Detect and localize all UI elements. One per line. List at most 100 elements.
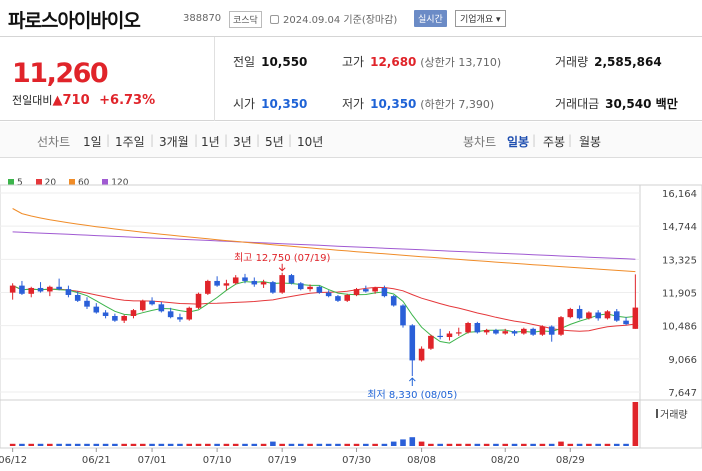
- date-basis: 2024.09.04 기준(장마감): [270, 11, 397, 26]
- candle-body: [130, 310, 137, 316]
- high-price: 고가 12,680 (상한가 13,710): [342, 53, 501, 70]
- candle-body: [586, 312, 592, 319]
- candle-body: [502, 331, 509, 334]
- volume-bar: [390, 441, 397, 446]
- candle-body: [251, 280, 258, 285]
- candle-body: [530, 328, 536, 335]
- candle-body: [223, 283, 230, 286]
- tab-3y[interactable]: 3년: [233, 135, 252, 149]
- volume-bar: [232, 443, 239, 446]
- legend-ma5-label: 5: [17, 178, 23, 188]
- candle-body: [205, 280, 211, 294]
- change-percent: +6.73%: [99, 93, 156, 108]
- legend-swatch: [102, 179, 109, 185]
- volume-bar: [158, 443, 165, 446]
- clock-icon: [270, 15, 279, 24]
- high-label: 고가: [342, 55, 365, 69]
- prev-close: 전일 10,550: [233, 53, 307, 70]
- trade-amount: 거래대금 30,540 백만: [555, 95, 678, 112]
- volume-bar: [409, 437, 416, 446]
- candle-body: [604, 311, 611, 319]
- tab-divider: |: [106, 133, 111, 147]
- candle-body: [446, 333, 453, 338]
- volume-bar: [288, 443, 295, 446]
- volume-bar: [363, 443, 369, 446]
- upper-limit: (상한가 13,710): [420, 56, 502, 69]
- tab-divider: |: [288, 133, 293, 147]
- volume-bar: [242, 443, 248, 446]
- volume-bar: [465, 443, 471, 446]
- tab-1w[interactable]: 1주일: [115, 135, 145, 149]
- candle-body: [613, 311, 620, 321]
- high-value: 12,680: [370, 55, 417, 69]
- volume-bar: [167, 443, 174, 446]
- volume-bar: [511, 443, 518, 446]
- candle-body: [270, 282, 276, 293]
- volume-bar: [400, 439, 406, 446]
- x-tick-label: 06/12: [0, 455, 27, 466]
- volume-bar: [279, 443, 285, 446]
- tab-1d[interactable]: 1일: [83, 135, 102, 149]
- candle-body: [84, 300, 90, 307]
- volume-bar: [613, 443, 620, 446]
- candle-body: [521, 328, 527, 334]
- candle-body: [316, 286, 323, 293]
- change-label: 전일대비: [12, 94, 53, 107]
- tab-1y[interactable]: 1년: [201, 135, 220, 149]
- volume-bar: [149, 443, 155, 446]
- x-tick-label: 06/21: [82, 455, 111, 466]
- volume-bar: [493, 443, 499, 446]
- low-value: 10,350: [370, 97, 417, 111]
- legend-ma5: 5: [8, 178, 23, 188]
- volume-bar: [121, 443, 127, 446]
- volume-bar: [205, 443, 211, 446]
- period-tabs: 선차트 1일 | 1주일 | 3개월 | 1년 | 3년 | 5년 | 10년 …: [0, 122, 702, 158]
- x-tick-label: 07/01: [138, 455, 167, 466]
- volume-bar: [595, 443, 601, 446]
- candle-body: [214, 280, 220, 286]
- ma60-line: [12, 208, 636, 273]
- volume-bar: [93, 443, 100, 446]
- company-info-dropdown[interactable]: 기업개요 ▾: [455, 10, 506, 27]
- change-row: 전일대비▲710 +6.73%: [12, 92, 155, 108]
- x-tick-label: 07/30: [342, 455, 371, 466]
- volume-bar: [483, 443, 490, 446]
- tab-5y[interactable]: 5년: [265, 135, 284, 149]
- volume-bar: [84, 443, 90, 446]
- candle-body: [177, 317, 183, 320]
- ma20-line: [12, 285, 636, 332]
- tab-daily[interactable]: 일봉: [507, 135, 530, 149]
- volume-bar: [558, 441, 564, 446]
- tab-weekly[interactable]: 주봉: [543, 135, 566, 149]
- candle-body: [567, 308, 574, 318]
- volume: 거래량 2,585,864: [555, 53, 662, 70]
- line-chart-label: 선차트: [37, 135, 71, 149]
- stock-name: 파로스아이바이오: [8, 10, 141, 32]
- volume-bar: [251, 443, 258, 446]
- ma-legend: 5 20 60 120: [8, 178, 138, 188]
- tab-monthly[interactable]: 월봉: [579, 135, 602, 149]
- volume-marker: [656, 409, 658, 418]
- volume-bar: [130, 443, 137, 446]
- candle-body: [344, 294, 351, 301]
- tab-10y[interactable]: 10년: [297, 135, 324, 149]
- candle-body: [390, 296, 397, 306]
- legend-swatch: [8, 179, 14, 185]
- candle-body: [121, 315, 127, 321]
- candle-body: [409, 325, 416, 361]
- candle-body: [372, 287, 378, 292]
- volume-bar: [270, 441, 276, 446]
- high-annotation: 최고 12,750 (07/19): [234, 252, 330, 264]
- candle-body: [186, 307, 193, 320]
- legend-ma60-label: 60: [77, 178, 90, 188]
- candle-body: [595, 312, 601, 319]
- legend-ma20: 20: [35, 178, 56, 188]
- candle-body: [325, 292, 332, 297]
- tab-3m[interactable]: 3개월: [159, 135, 189, 149]
- candle-body: [428, 335, 434, 349]
- candle-body: [418, 348, 425, 361]
- y-tick-label: 9,066: [668, 355, 697, 366]
- realtime-button[interactable]: 실시간: [414, 10, 447, 27]
- candle-body: [37, 287, 44, 292]
